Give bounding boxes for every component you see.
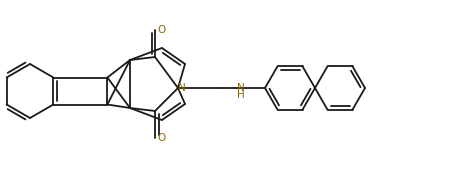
Text: N: N <box>178 83 186 93</box>
Text: H: H <box>237 90 245 100</box>
Text: O: O <box>158 133 166 143</box>
Text: O: O <box>158 25 166 35</box>
Text: N: N <box>237 83 245 93</box>
